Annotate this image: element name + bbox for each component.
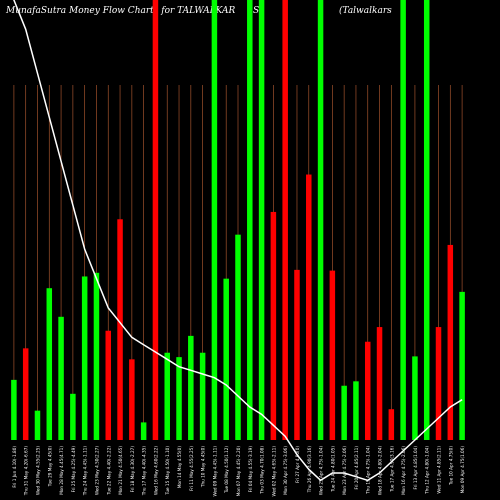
x-tick-label-30: Thu 19 Apr 4.75(-1.04) bbox=[366, 446, 371, 495]
chart-title: MunafaSutra Money Flow Charts for TALWAL… bbox=[6, 6, 496, 20]
x-tick-label-3: Tue 29 May 4.45(0) bbox=[47, 446, 52, 488]
x-tick-label-31: Wed 18 Apr 4.80(-2.04) bbox=[378, 446, 383, 495]
x-tick-label-9: Mon 21 May 4.50(4.65) bbox=[118, 446, 123, 495]
x-tick-label-4: Mon 28 May 4.45(4.71) bbox=[59, 446, 64, 495]
bar-27 bbox=[329, 270, 336, 440]
bar-28 bbox=[341, 385, 347, 440]
bar-29 bbox=[353, 381, 359, 440]
x-tick-label-26: Wed 25 Apr 4.75(-1.04) bbox=[319, 446, 324, 495]
x-tick-label-8: Tue 22 May 4.40(-2.22) bbox=[106, 446, 111, 496]
x-tick-label-12: Wed 16 May 4.60(2.22) bbox=[153, 446, 158, 495]
chart-title-site: MunafaSutra bbox=[6, 6, 67, 16]
x-tick-label-19: Mon 07 May 4.45(-2.20) bbox=[236, 446, 241, 497]
x-tick-label-1: Thu 31 May 4.20(-6.67) bbox=[24, 446, 29, 497]
x-tick-label-23: Mon 30 Apr 4.75(-3.06) bbox=[283, 446, 288, 495]
bar-26 bbox=[317, 0, 324, 440]
bar-23 bbox=[282, 0, 288, 440]
x-tick-label-25: Thu 26 Apr 4.90(3.16) bbox=[307, 446, 312, 494]
chart-title-company: (Talwalkars bbox=[339, 6, 392, 16]
bar-2 bbox=[34, 410, 41, 440]
bar-20 bbox=[247, 0, 253, 440]
x-tick-label-2: Wed 30 May 4.55(2.25) bbox=[35, 446, 40, 495]
x-tick-label-13: Tue 15 May 4.50(-1.10) bbox=[165, 446, 170, 496]
line-layer bbox=[13, 0, 463, 482]
x-tick-label-14: Mon 14 May 4.55(0) bbox=[177, 446, 182, 488]
bar-0 bbox=[11, 379, 17, 440]
x-tick-label-34: Fri 13 Apr 4.85(1.04) bbox=[413, 446, 418, 490]
x-tick-label-29: Fri 20 Apr 4.85(2.11) bbox=[354, 446, 359, 490]
bar-32 bbox=[388, 409, 395, 440]
money-flow-line bbox=[13, 0, 463, 482]
x-tick-label-10: Fri 18 May 4.30(-2.27) bbox=[130, 446, 135, 493]
x-tick-label-7: Wed 23 May 4.50(2.27) bbox=[94, 446, 99, 495]
x-tick-label-27: Tue 24 Apr 4.80(1.05) bbox=[330, 446, 335, 493]
x-tick-label-35: Thu 12 Apr 4.80(-1.04) bbox=[425, 446, 430, 495]
x-tick-label-16: Thu 10 May 4.45(0) bbox=[201, 446, 206, 488]
bar-36 bbox=[435, 327, 442, 440]
bar-9 bbox=[117, 219, 123, 440]
bar-12 bbox=[152, 0, 159, 440]
bar-21 bbox=[258, 0, 265, 440]
x-tick-label-5: Fri 25 May 4.25(-4.49) bbox=[71, 446, 76, 493]
bar-22 bbox=[270, 211, 277, 440]
x-tick-label-layer: Fri 1 Jun 4.10(-1.80) Thu 31 May 4.20(-6.… bbox=[12, 446, 465, 497]
bar-11 bbox=[140, 422, 147, 440]
bar-16 bbox=[199, 352, 206, 440]
bar-3 bbox=[46, 288, 53, 440]
bar-14 bbox=[176, 357, 182, 440]
x-tick-label-21: Thu 03 May 4.70(1.08) bbox=[260, 446, 265, 495]
bar-13 bbox=[164, 352, 170, 440]
x-tick-label-37: Tue 10 Apr 4.75(0) bbox=[448, 446, 453, 486]
bar-17 bbox=[211, 0, 218, 440]
x-tick-label-11: Thu 17 May 4.40(-4.35) bbox=[142, 446, 147, 497]
bar-15 bbox=[188, 335, 194, 440]
x-tick-label-28: Mon 23 Apr 4.75(-2.06) bbox=[342, 446, 347, 495]
bar-layer bbox=[11, 0, 465, 441]
x-tick-label-24: Fri 27 Apr 4.90(0) bbox=[295, 446, 300, 483]
bar-4 bbox=[58, 316, 64, 440]
x-tick-label-33: Mon 16 Apr 4.75(-2.06) bbox=[401, 446, 406, 495]
x-tick-label-20: Fri 04 May 4.55(-3.19) bbox=[248, 446, 253, 493]
bar-30 bbox=[364, 341, 371, 440]
x-tick-label-15: Fri 11 May 4.55(2.25) bbox=[189, 446, 194, 491]
bar-1 bbox=[22, 348, 29, 440]
x-tick-label-17: Wed 09 May 4.45(-1.11) bbox=[212, 446, 217, 497]
bar-5 bbox=[70, 393, 76, 440]
x-tick-label-36: Wed 11 Apr 4.85(2.11) bbox=[437, 446, 442, 494]
bar-25 bbox=[306, 174, 312, 441]
x-tick-label-32: Tue 17 Apr 4.90(3.16) bbox=[389, 446, 394, 493]
x-tick-label-0: Fri 1 Jun 4.10(-1.80) bbox=[12, 446, 17, 488]
chart-title-main: Money Flow Charts for TALWALKAR bbox=[69, 6, 236, 16]
bar-6 bbox=[81, 276, 88, 440]
bar-18 bbox=[223, 278, 229, 440]
x-tick-label-6: Thu 24 May 4.45(-1.11) bbox=[83, 446, 88, 497]
bar-10 bbox=[129, 359, 135, 440]
bar-37 bbox=[447, 244, 454, 440]
bar-7 bbox=[93, 272, 100, 440]
bar-31 bbox=[376, 327, 383, 440]
bar-24 bbox=[294, 269, 300, 440]
x-tick-label-22: Wed 02 May 4.65(-2.11) bbox=[271, 446, 276, 497]
x-tick-label-38: Mon 09 Apr 4.75(1.06) bbox=[460, 446, 465, 494]
bar-35 bbox=[423, 0, 430, 440]
bar-38 bbox=[459, 291, 465, 440]
bar-19 bbox=[235, 234, 241, 440]
bar-8 bbox=[105, 330, 112, 440]
bar-33 bbox=[400, 0, 406, 440]
x-tick-label-18: Tue 08 May 4.50(1.12) bbox=[224, 446, 229, 494]
bar-34 bbox=[412, 356, 418, 440]
chart-title-symbol: S bbox=[253, 6, 260, 16]
